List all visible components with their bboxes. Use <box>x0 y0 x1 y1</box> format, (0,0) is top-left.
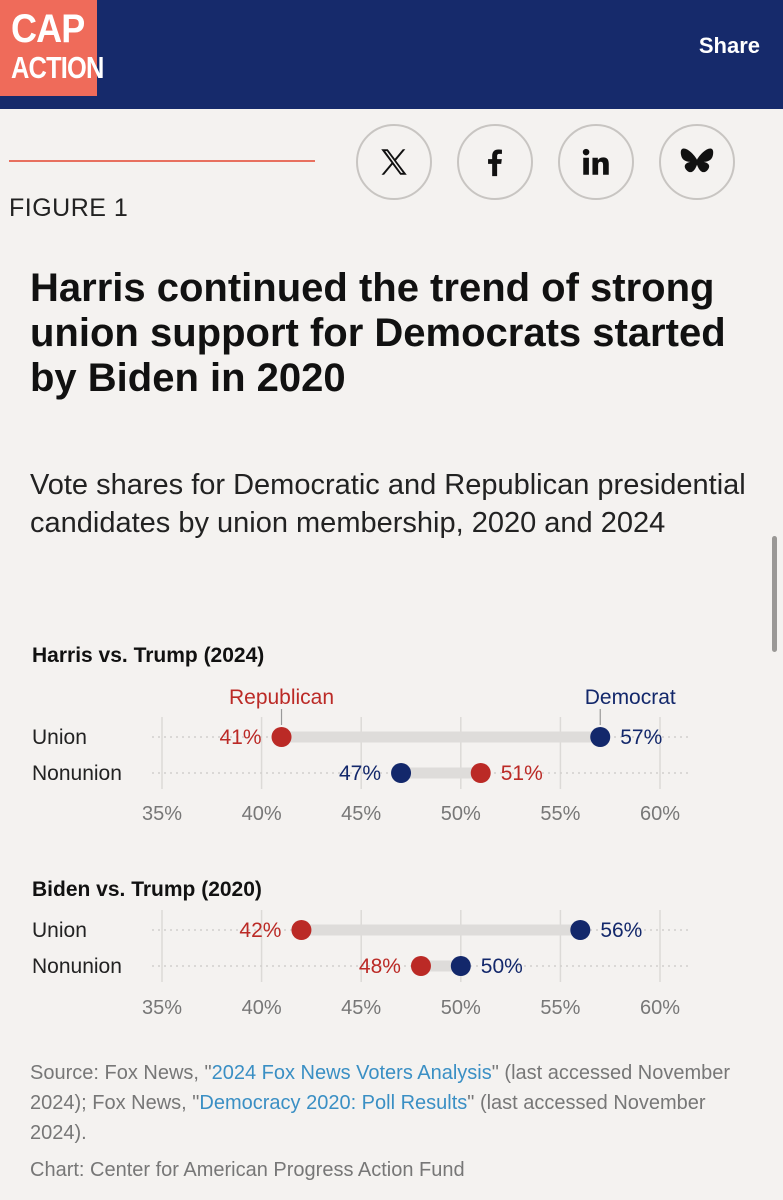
tick-label-2024-5: 60% <box>640 803 680 825</box>
tick-label-2024-0: 35% <box>142 803 182 825</box>
share-button[interactable]: Share <box>698 33 760 58</box>
share-facebook-button[interactable] <box>457 124 533 200</box>
tick-label-2020-3: 50% <box>441 997 481 1019</box>
category-label-2020-union: Union <box>32 919 87 942</box>
source-middle: " (last accessed November 2024); Fox New… <box>30 1062 731 1114</box>
legend-democrat: Democrat <box>585 686 676 709</box>
democrat-value-label-2020-0: 56% <box>600 919 642 942</box>
dot-plot-chart: 35% 40% 45% 50% 55% 60% Union 41% 57% Republican D… <box>32 686 690 1019</box>
republican-dot-2024-1 <box>470 763 491 783</box>
democrat-value-label-2024-0: 57% <box>620 726 662 749</box>
share-x-button[interactable] <box>356 124 432 200</box>
tick-label-2020-5: 60% <box>640 997 680 1019</box>
source-link-fox-2020[interactable]: Democracy 2020: Poll Results <box>199 1092 468 1114</box>
category-label-2024-union: Union <box>32 726 87 749</box>
bluesky-butterfly-icon <box>680 148 714 173</box>
cap-action-logo[interactable]: CAP ACTION <box>0 0 104 96</box>
democrat-value-label-2024-1: 47% <box>339 762 381 785</box>
logo-line-2: ACTION <box>11 50 104 85</box>
tick-label-2024-1: 40% <box>242 803 282 825</box>
share-bluesky-button[interactable] <box>659 124 735 200</box>
source-link-fox-2024[interactable]: 2024 Fox News Voters Analysis <box>211 1062 492 1084</box>
tick-label-2024-4: 55% <box>540 803 580 825</box>
panel-title-2020: Biden vs. Trump (2020) <box>32 878 262 901</box>
x-logo-icon <box>381 149 407 175</box>
page-scrollbar[interactable] <box>772 536 777 652</box>
tick-label-2020-2: 45% <box>341 997 381 1019</box>
share-linkedin-button[interactable] <box>558 124 634 200</box>
republican-value-label-2020-0: 42% <box>239 919 281 942</box>
tick-label-2020-4: 55% <box>540 997 580 1019</box>
source-note: Source: Fox News, "2024 Fox News Voters … <box>30 1058 750 1148</box>
republican-dot-2024-0 <box>271 727 292 747</box>
legend-republican: Republican <box>229 686 334 709</box>
tick-label-2020-1: 40% <box>242 997 282 1019</box>
category-label-2024-nonunion: Nonunion <box>32 762 122 785</box>
source-suffix: " (last accessed November 2024). <box>30 1092 706 1144</box>
republican-dot-2020-0 <box>291 920 312 940</box>
republican-dot-2020-1 <box>410 956 431 976</box>
chart-title: Harris continued the trend of strong uni… <box>30 266 726 400</box>
tick-label-2024-2: 45% <box>341 803 381 825</box>
figure-divider <box>9 160 315 162</box>
chart-credit: Chart: Center for American Progress Acti… <box>30 1159 465 1181</box>
figure-label: FIGURE 1 <box>9 194 129 222</box>
logo-line-1: CAP <box>11 7 85 51</box>
source-prefix: Source: Fox News, " <box>30 1062 212 1084</box>
tick-label-2024-3: 50% <box>441 803 481 825</box>
site-header: CAP ACTION Share <box>0 0 783 109</box>
democrat-dot-2020-1 <box>450 956 471 976</box>
linkedin-icon <box>582 148 609 175</box>
category-label-2020-nonunion: Nonunion <box>32 955 122 978</box>
republican-value-label-2024-1: 51% <box>501 762 543 785</box>
republican-value-label-2020-1: 48% <box>359 955 401 978</box>
democrat-dot-2024-0 <box>590 727 611 747</box>
tick-label-2020-0: 35% <box>142 997 182 1019</box>
democrat-dot-2024-1 <box>391 763 412 783</box>
facebook-icon <box>488 149 502 177</box>
panel-title-2024: Harris vs. Trump (2024) <box>32 644 265 667</box>
democrat-dot-2020-0 <box>570 920 591 940</box>
democrat-value-label-2020-1: 50% <box>481 955 523 978</box>
chart-subtitle: Vote shares for Democratic and Republica… <box>30 469 746 539</box>
republican-value-label-2024-0: 41% <box>219 726 261 749</box>
